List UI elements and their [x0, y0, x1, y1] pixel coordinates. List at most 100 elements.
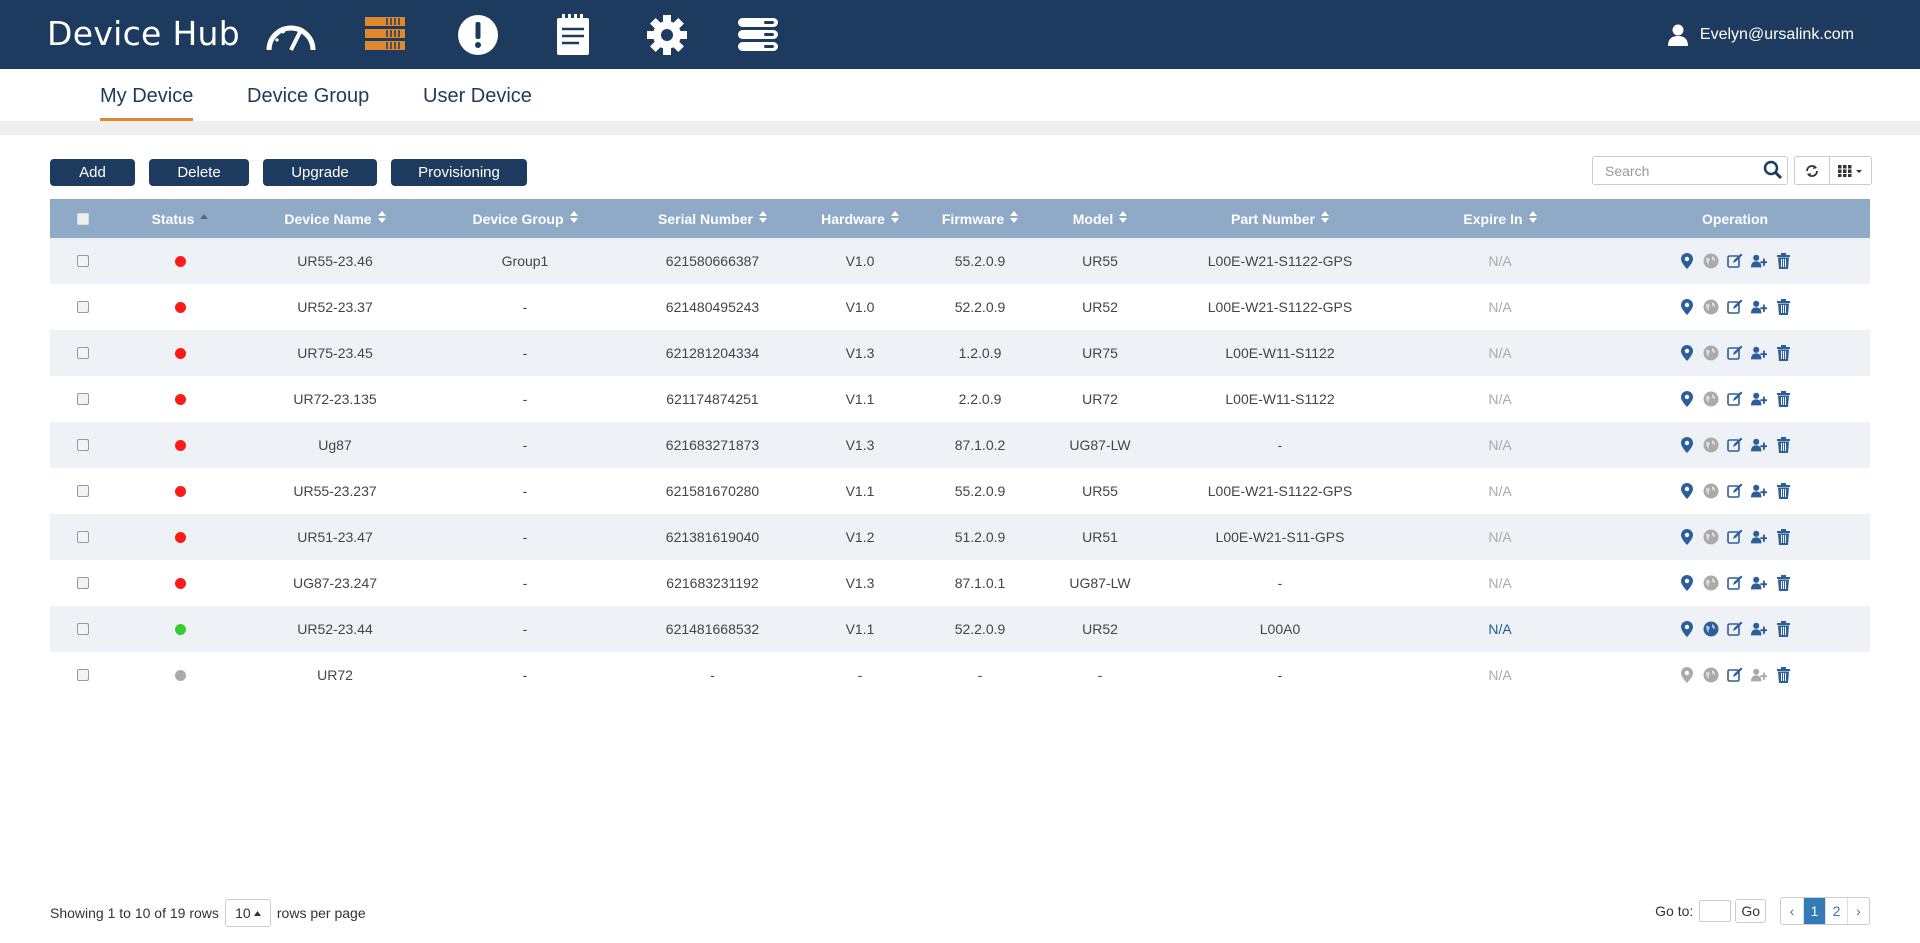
header-hardware[interactable]: Hardware: [800, 199, 920, 238]
go-button[interactable]: Go: [1735, 899, 1766, 923]
row-checkbox[interactable]: [50, 560, 115, 606]
delete-button[interactable]: Delete: [149, 159, 249, 186]
search-input[interactable]: [1593, 157, 1753, 184]
settings-gear-icon[interactable]: [640, 12, 694, 58]
globe-icon[interactable]: [1703, 299, 1719, 315]
trash-icon[interactable]: [1775, 483, 1791, 499]
add-button[interactable]: Add: [50, 159, 135, 186]
header-serial-number[interactable]: Serial Number: [625, 199, 800, 238]
trash-icon[interactable]: [1775, 437, 1791, 453]
add-user-icon[interactable]: [1751, 437, 1767, 453]
location-pin-icon[interactable]: [1679, 345, 1695, 361]
row-checkbox[interactable]: [50, 284, 115, 330]
edit-icon[interactable]: [1727, 391, 1743, 407]
add-user-icon[interactable]: [1751, 299, 1767, 315]
location-pin-icon[interactable]: [1679, 299, 1695, 315]
location-pin-icon[interactable]: [1679, 667, 1695, 683]
globe-icon[interactable]: [1703, 621, 1719, 637]
edit-icon[interactable]: [1727, 621, 1743, 637]
edit-icon[interactable]: [1727, 437, 1743, 453]
location-pin-icon[interactable]: [1679, 253, 1695, 269]
globe-icon[interactable]: [1703, 391, 1719, 407]
header-part-number[interactable]: Part Number: [1160, 199, 1400, 238]
trash-icon[interactable]: [1775, 575, 1791, 591]
location-pin-icon[interactable]: [1679, 575, 1695, 591]
add-user-icon[interactable]: [1751, 391, 1767, 407]
add-user-icon[interactable]: [1751, 345, 1767, 361]
location-pin-icon[interactable]: [1679, 483, 1695, 499]
server-list-icon[interactable]: [731, 12, 785, 58]
header-firmware[interactable]: Firmware: [920, 199, 1040, 238]
serial-number-cell: 621580666387: [665, 253, 760, 269]
upgrade-button[interactable]: Upgrade: [263, 159, 377, 186]
header-device-name[interactable]: Device Name: [245, 199, 425, 238]
alarm-exclamation-icon[interactable]: [451, 12, 505, 58]
user-menu[interactable]: Evelyn@ursalink.com: [1667, 24, 1854, 46]
add-user-icon[interactable]: [1751, 253, 1767, 269]
globe-icon[interactable]: [1703, 483, 1719, 499]
add-user-icon[interactable]: [1751, 667, 1767, 683]
edit-icon[interactable]: [1727, 667, 1743, 683]
location-pin-icon[interactable]: [1679, 621, 1695, 637]
header-expire-in[interactable]: Expire In: [1400, 199, 1600, 238]
globe-icon[interactable]: [1703, 575, 1719, 591]
tab-user-device[interactable]: User Device: [423, 85, 532, 107]
provisioning-button[interactable]: Provisioning: [391, 159, 527, 186]
globe-icon[interactable]: [1703, 345, 1719, 361]
columns-grid-icon[interactable]: [1829, 157, 1871, 184]
trash-icon[interactable]: [1775, 621, 1791, 637]
device-group-cell: -: [522, 437, 528, 453]
header-device-group[interactable]: Device Group: [425, 199, 625, 238]
model-cell: UR51: [1082, 529, 1118, 545]
add-user-icon[interactable]: [1751, 529, 1767, 545]
edit-icon[interactable]: [1727, 345, 1743, 361]
row-checkbox[interactable]: [50, 238, 115, 284]
page-size-select[interactable]: 10: [224, 899, 271, 927]
trash-icon[interactable]: [1775, 299, 1791, 315]
add-user-icon[interactable]: [1751, 575, 1767, 591]
location-pin-icon[interactable]: [1679, 437, 1695, 453]
tab-device-group[interactable]: Device Group: [247, 85, 370, 107]
row-checkbox[interactable]: [50, 376, 115, 422]
goto-page-input[interactable]: [1699, 900, 1732, 922]
search-icon[interactable]: [1763, 160, 1783, 185]
trash-icon[interactable]: [1775, 529, 1791, 545]
status-indicator: [115, 560, 245, 606]
edit-icon[interactable]: [1727, 253, 1743, 269]
page-1-button[interactable]: 1: [1803, 898, 1825, 924]
edit-icon[interactable]: [1727, 299, 1743, 315]
globe-icon[interactable]: [1703, 437, 1719, 453]
location-pin-icon[interactable]: [1679, 529, 1695, 545]
add-user-icon[interactable]: [1751, 483, 1767, 499]
refresh-icon[interactable]: [1795, 157, 1829, 184]
trash-icon[interactable]: [1775, 667, 1791, 683]
header-status[interactable]: Status: [115, 199, 245, 238]
globe-icon[interactable]: [1703, 667, 1719, 683]
row-checkbox[interactable]: [50, 422, 115, 468]
add-user-icon[interactable]: [1751, 621, 1767, 637]
row-checkbox[interactable]: [50, 606, 115, 652]
dashboard-gauge-icon[interactable]: [264, 12, 318, 58]
row-checkbox[interactable]: [50, 652, 115, 698]
log-notepad-icon[interactable]: [546, 12, 600, 58]
location-pin-icon[interactable]: [1679, 391, 1695, 407]
header-model[interactable]: Model: [1040, 199, 1160, 238]
row-checkbox[interactable]: [50, 514, 115, 560]
tab-my-device[interactable]: My Device: [100, 85, 194, 121]
row-checkbox[interactable]: [50, 468, 115, 514]
trash-icon[interactable]: [1775, 253, 1791, 269]
select-all-checkbox[interactable]: [50, 199, 115, 238]
row-checkbox[interactable]: [50, 330, 115, 376]
page-2-button[interactable]: 2: [1825, 898, 1847, 924]
device-rack-icon[interactable]: [358, 12, 412, 58]
trash-icon[interactable]: [1775, 345, 1791, 361]
edit-icon[interactable]: [1727, 483, 1743, 499]
prev-page-button[interactable]: ‹: [1789, 903, 1795, 919]
globe-icon[interactable]: [1703, 529, 1719, 545]
serial-number-cell: 621481668532: [665, 621, 760, 637]
globe-icon[interactable]: [1703, 253, 1719, 269]
next-page-button[interactable]: ›: [1847, 898, 1869, 924]
edit-icon[interactable]: [1727, 529, 1743, 545]
trash-icon[interactable]: [1775, 391, 1791, 407]
edit-icon[interactable]: [1727, 575, 1743, 591]
